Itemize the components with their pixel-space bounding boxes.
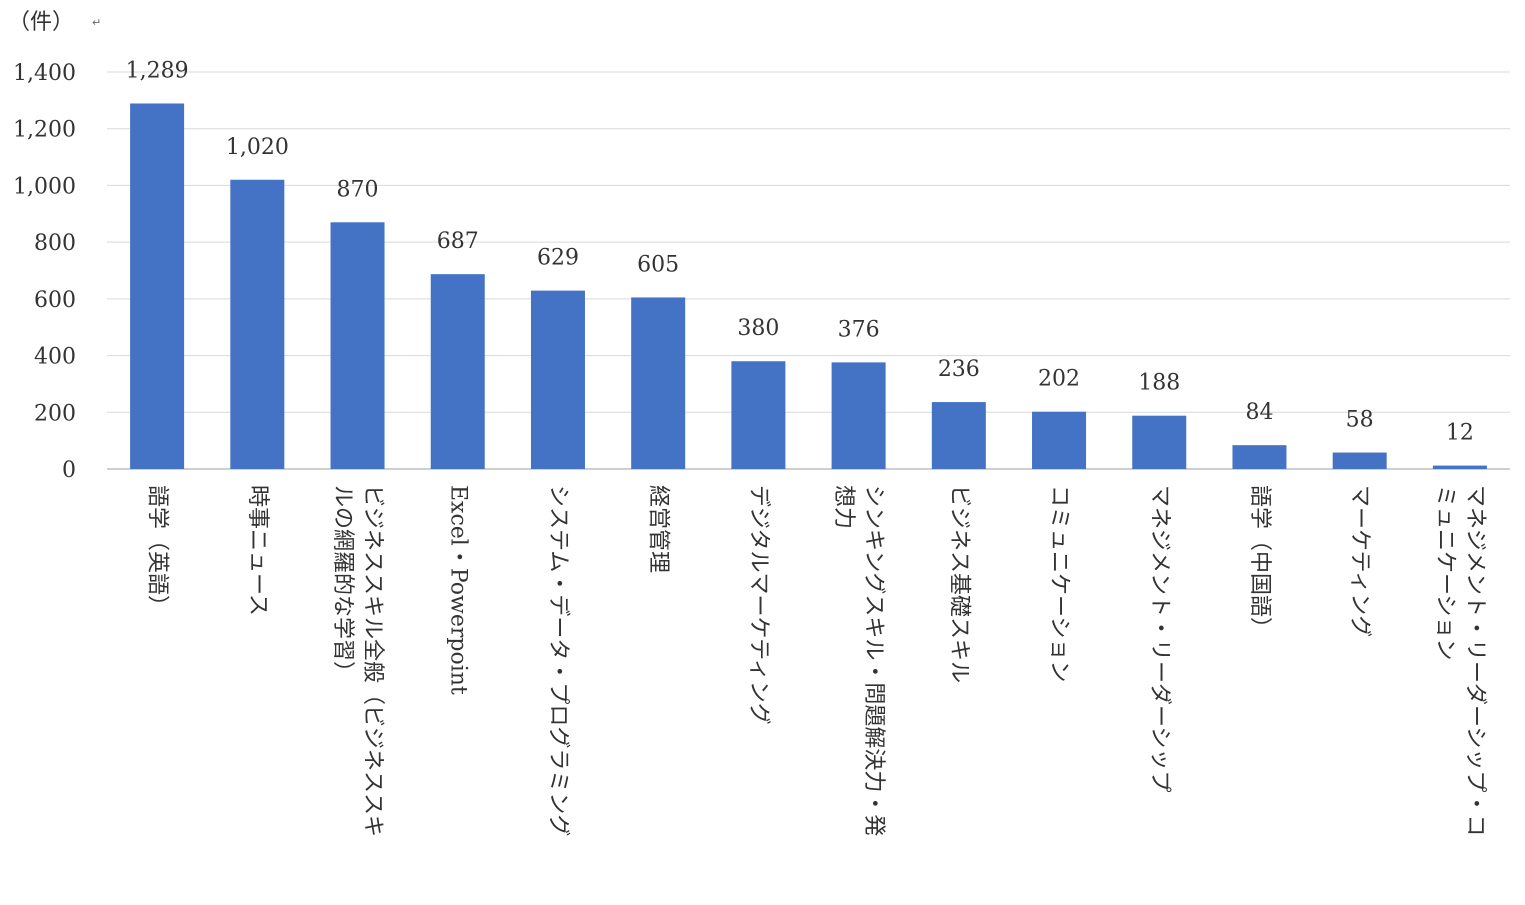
- data-label: 870: [337, 177, 379, 202]
- y-axis-unit-label: （件）: [8, 10, 75, 35]
- category-label: ビジネス基礎スキル: [946, 485, 971, 683]
- data-label: 1,020: [226, 135, 289, 160]
- category-label: 経営管理: [646, 485, 671, 573]
- category-label: 語学（中国語）: [1247, 485, 1272, 639]
- y-tick-label: 1,000: [13, 174, 76, 199]
- category-label: 時事ニュース: [245, 485, 270, 616]
- category-label: ビジネススキル全般（ビジネススキ: [360, 485, 385, 837]
- bar: [631, 297, 686, 469]
- y-tick-label: 400: [34, 345, 76, 370]
- y-tick-label: 200: [34, 401, 76, 426]
- data-label: 380: [737, 316, 779, 341]
- bar: [831, 362, 886, 469]
- category-label: 想力: [831, 485, 856, 529]
- y-tick-label: 0: [62, 458, 76, 483]
- category-label: マネジメント・リーダーシップ: [1147, 485, 1172, 793]
- bar: [530, 290, 585, 469]
- y-tick-label: 800: [34, 231, 76, 256]
- y-tick-label: 600: [34, 288, 76, 313]
- bar: [731, 361, 786, 469]
- bar: [1232, 445, 1287, 469]
- data-label: 687: [437, 229, 479, 254]
- category-label: マネジメント・リーダーシップ・コ: [1462, 485, 1487, 837]
- data-label: 58: [1346, 408, 1374, 433]
- data-label: 605: [637, 252, 679, 277]
- data-label: 188: [1138, 371, 1180, 396]
- category-label: Excel・Powerpoint: [445, 485, 470, 695]
- category-label: マーケティング: [1347, 485, 1372, 637]
- data-label: 84: [1245, 400, 1273, 425]
- category-label: シンキングスキル・問題解決力・発: [861, 485, 886, 836]
- bar: [130, 103, 185, 469]
- category-label: コミュニケーション: [1047, 485, 1072, 683]
- data-label: 1,289: [126, 58, 189, 83]
- bar: [330, 222, 385, 469]
- bar: [230, 179, 285, 469]
- bar: [1432, 465, 1487, 469]
- category-label: 語学（英語）: [145, 485, 170, 617]
- bar: [1032, 411, 1087, 469]
- category-label: システム・データ・プログラミング: [545, 485, 570, 836]
- y-tick-label: 1,200: [13, 118, 76, 143]
- category-label: ルの網羅的な学習）: [330, 485, 355, 683]
- data-label: 629: [537, 246, 579, 271]
- data-label: 12: [1446, 421, 1474, 446]
- category-label: デジタルマーケティング: [746, 485, 771, 725]
- category-label: ミュニケーション: [1432, 485, 1457, 661]
- bar: [430, 274, 485, 469]
- return-mark-icon: ↵: [92, 16, 102, 29]
- bar: [931, 402, 986, 469]
- bar: [1332, 452, 1387, 469]
- data-label: 202: [1038, 367, 1080, 392]
- y-tick-label: 1,400: [13, 61, 76, 86]
- data-label: 236: [938, 357, 980, 382]
- bar: [1132, 415, 1187, 469]
- data-label: 376: [838, 317, 880, 342]
